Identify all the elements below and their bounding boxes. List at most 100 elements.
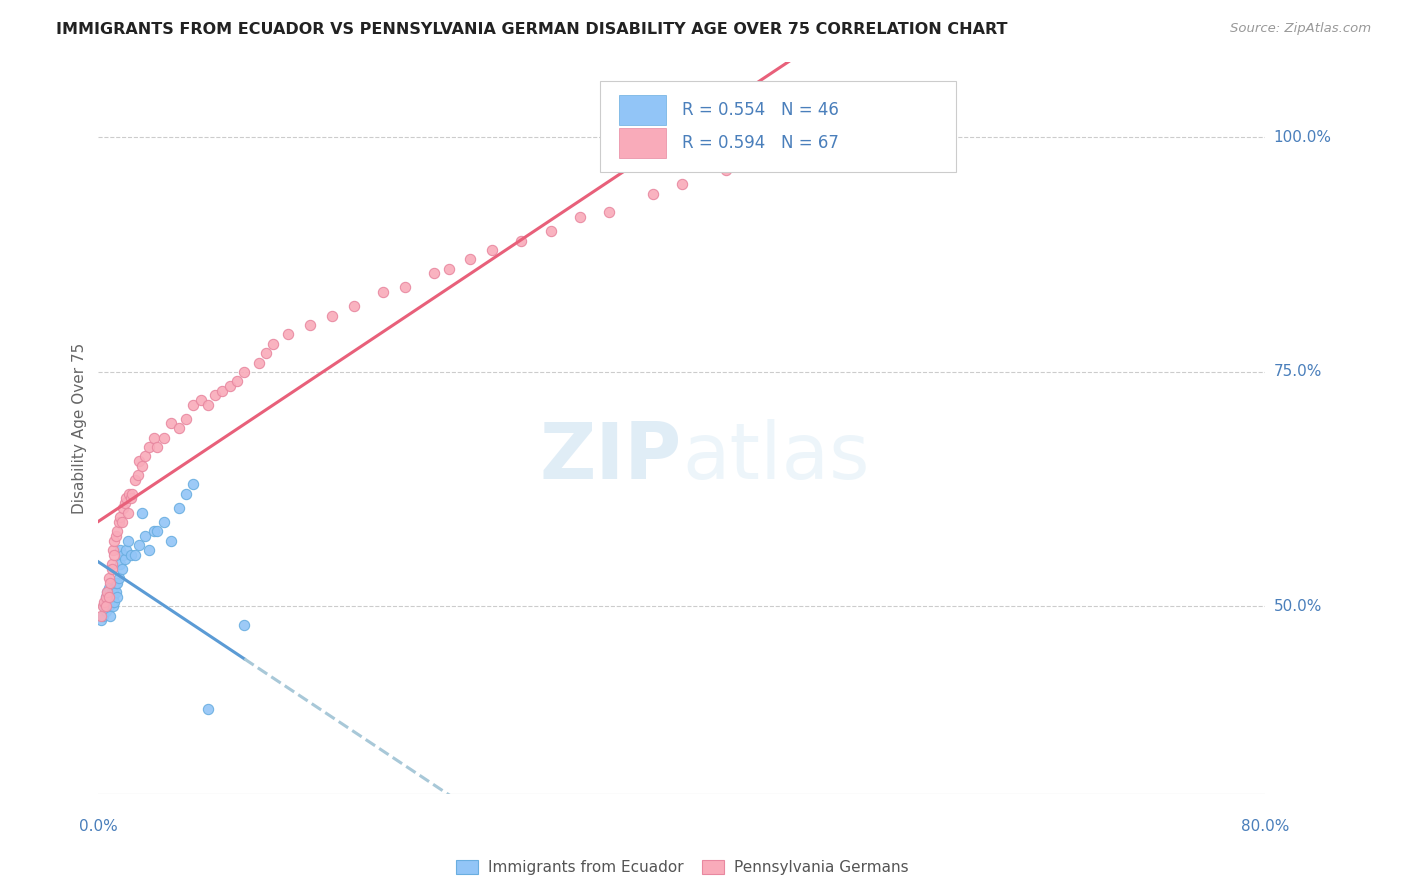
- Point: [101, 590, 124, 604]
- Point: [108, 571, 131, 585]
- Point: [146, 524, 169, 539]
- Point: [247, 355, 270, 369]
- Point: [233, 618, 256, 632]
- Point: [437, 261, 460, 276]
- Point: [277, 327, 299, 342]
- Text: 50.0%: 50.0%: [1274, 599, 1322, 614]
- Point: [153, 515, 176, 529]
- Text: 80.0%: 80.0%: [1241, 819, 1289, 834]
- Point: [758, 153, 780, 168]
- Point: [96, 585, 118, 599]
- Point: [226, 374, 249, 388]
- Point: [104, 585, 127, 599]
- Point: [98, 608, 121, 623]
- Point: [460, 252, 482, 267]
- Point: [641, 186, 664, 201]
- Point: [101, 599, 124, 614]
- Point: [115, 543, 138, 558]
- Point: [110, 543, 132, 558]
- Point: [423, 267, 446, 281]
- Text: atlas: atlas: [682, 419, 869, 495]
- Point: [174, 487, 197, 501]
- Point: [321, 309, 343, 323]
- Point: [598, 205, 620, 219]
- Point: [481, 243, 503, 257]
- Legend: Immigrants from Ecuador, Pennsylvania Germans: Immigrants from Ecuador, Pennsylvania Ge…: [450, 854, 914, 881]
- Point: [298, 318, 321, 332]
- Y-axis label: Disability Age Over 75: Disability Age Over 75: [72, 343, 87, 514]
- Point: [91, 599, 114, 614]
- FancyBboxPatch shape: [619, 95, 665, 126]
- Point: [124, 548, 146, 562]
- Point: [190, 392, 212, 407]
- Point: [134, 529, 156, 543]
- Text: 100.0%: 100.0%: [1274, 130, 1331, 145]
- Point: [94, 604, 117, 618]
- Point: [167, 421, 190, 435]
- Point: [100, 557, 122, 571]
- Point: [233, 365, 256, 379]
- Point: [100, 594, 122, 608]
- Point: [120, 491, 142, 506]
- FancyBboxPatch shape: [619, 128, 665, 158]
- Point: [174, 411, 197, 425]
- Point: [138, 440, 160, 454]
- Point: [101, 543, 124, 558]
- Point: [343, 299, 366, 313]
- Point: [181, 398, 204, 412]
- Point: [97, 599, 120, 614]
- Point: [394, 280, 416, 294]
- Point: [146, 440, 169, 454]
- Point: [112, 548, 135, 562]
- Point: [211, 838, 233, 853]
- Point: [124, 473, 146, 487]
- Text: R = 0.594   N = 67: R = 0.594 N = 67: [682, 134, 839, 152]
- Point: [97, 581, 120, 595]
- Point: [254, 346, 277, 360]
- Point: [114, 552, 136, 566]
- Point: [114, 496, 136, 510]
- Point: [111, 515, 134, 529]
- Point: [671, 178, 693, 192]
- Point: [211, 384, 233, 398]
- Point: [104, 529, 127, 543]
- Point: [142, 524, 165, 539]
- Point: [105, 524, 128, 539]
- Point: [100, 562, 122, 576]
- Point: [134, 450, 156, 464]
- Point: [97, 590, 120, 604]
- Point: [93, 599, 115, 614]
- Point: [91, 608, 114, 623]
- Point: [117, 506, 139, 520]
- Point: [120, 548, 142, 562]
- Point: [94, 590, 117, 604]
- Point: [197, 398, 219, 412]
- Point: [103, 533, 125, 548]
- Point: [94, 599, 117, 614]
- Point: [105, 575, 128, 590]
- Text: 75.0%: 75.0%: [1274, 365, 1322, 379]
- Point: [96, 585, 118, 599]
- Point: [262, 336, 284, 351]
- Text: R = 0.554   N = 46: R = 0.554 N = 46: [682, 101, 839, 119]
- Point: [197, 702, 219, 716]
- Point: [94, 590, 117, 604]
- Point: [204, 388, 226, 402]
- Point: [218, 379, 240, 393]
- Point: [93, 594, 115, 608]
- Point: [105, 590, 128, 604]
- Point: [128, 538, 150, 552]
- Point: [112, 500, 135, 515]
- Point: [160, 533, 183, 548]
- Point: [131, 458, 153, 473]
- Point: [128, 454, 150, 468]
- Point: [121, 487, 143, 501]
- Point: [103, 548, 125, 562]
- FancyBboxPatch shape: [600, 81, 956, 172]
- Point: [138, 543, 160, 558]
- Point: [142, 431, 165, 445]
- Point: [568, 210, 591, 224]
- Point: [108, 515, 131, 529]
- Text: Source: ZipAtlas.com: Source: ZipAtlas.com: [1230, 22, 1371, 36]
- Point: [111, 562, 134, 576]
